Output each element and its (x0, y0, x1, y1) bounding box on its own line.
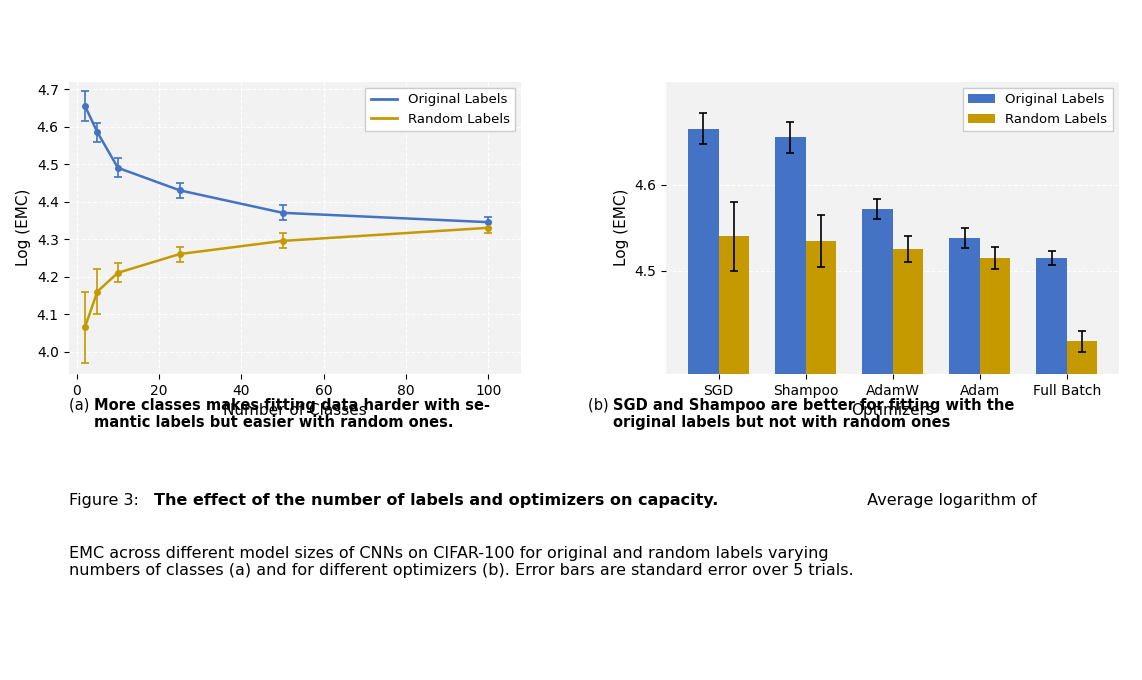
Bar (689, 129, 718, 374)
Bar (893, 250, 923, 374)
Bar (862, 209, 893, 374)
X-axis label: Number of Classes: Number of Classes (223, 403, 367, 418)
Bar (1067, 341, 1097, 374)
Text: More classes makes fitting data harder with se-
mantic labels but easier with ra: More classes makes fitting data harder w… (94, 398, 490, 430)
Text: (a): (a) (69, 398, 94, 413)
Bar (718, 237, 749, 374)
Bar (805, 241, 836, 374)
Text: Average logarithm of: Average logarithm of (862, 493, 1037, 508)
Legend: Original Labels, Random Labels: Original Labels, Random Labels (365, 88, 515, 131)
Bar (1037, 258, 1067, 374)
Text: (b): (b) (588, 398, 613, 413)
Bar (980, 258, 1011, 374)
Legend: Original Labels, Random Labels: Original Labels, Random Labels (963, 88, 1112, 131)
Text: SGD and Shampoo are better for fitting with the
original labels but not with ran: SGD and Shampoo are better for fitting w… (613, 398, 1014, 430)
Bar (775, 137, 805, 374)
X-axis label: Optimizers: Optimizers (851, 403, 934, 418)
Y-axis label: Log (EMC): Log (EMC) (16, 189, 31, 267)
Y-axis label: Log (EMC): Log (EMC) (614, 189, 629, 267)
Bar (949, 238, 980, 374)
Text: EMC across different model sizes of CNNs on CIFAR-100 for original and random la: EMC across different model sizes of CNNs… (69, 546, 853, 579)
Text: The effect of the number of labels and optimizers on capacity.: The effect of the number of labels and o… (154, 493, 718, 508)
Text: Figure 3:: Figure 3: (69, 493, 138, 508)
